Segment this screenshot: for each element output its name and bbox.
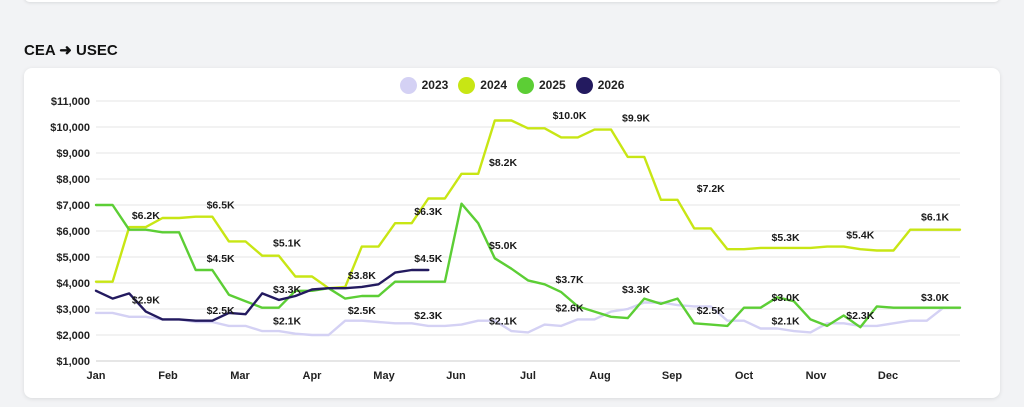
legend-item-2026[interactable]: 2026 <box>575 76 625 94</box>
chart-legend: 2023 2024 2025 2026 <box>24 76 1000 94</box>
data-label: $2.5K <box>697 305 725 317</box>
legend-item-2023[interactable]: 2023 <box>399 76 449 94</box>
legend-label: 2026 <box>597 78 625 92</box>
series-line-2025 <box>94 202 962 329</box>
data-label: $10.0K <box>553 110 587 122</box>
data-label: $4.5K <box>207 253 235 265</box>
legend-label: 2025 <box>539 78 566 92</box>
data-label: $5.4K <box>846 230 874 242</box>
data-label: $2.3K <box>846 310 874 322</box>
previous-card <box>24 0 1000 2</box>
data-label: $3.3K <box>622 284 650 296</box>
data-label: $2.3K <box>414 310 442 322</box>
chart-card: $1,000 $2,000 $3,000 $4,000 $5,000 $6,000 $7,0… <box>24 68 1000 398</box>
legend-swatch <box>458 76 476 94</box>
legend-swatch <box>517 76 534 94</box>
y-tick-label: $4,000 <box>56 278 90 290</box>
data-label: $2.1K <box>273 315 301 327</box>
y-tick-label: $9,000 <box>56 148 90 160</box>
y-tick-label: $3,000 <box>56 304 90 316</box>
x-tick-label: Oct <box>735 370 754 382</box>
x-tick-label: Jul <box>520 370 536 382</box>
data-label: $3.3K <box>273 284 301 296</box>
data-label: $6.3K <box>414 206 442 218</box>
x-tick-label: Jan <box>87 370 106 382</box>
x-tick-label: Jun <box>446 370 466 382</box>
data-label: $3.0K <box>921 292 949 304</box>
line-chart: $1,000 $2,000 $3,000 $4,000 $5,000 $6,000 $7,0… <box>50 96 962 382</box>
y-tick-label: $2,000 <box>56 330 90 342</box>
series-line-2023 <box>94 301 962 337</box>
x-tick-label: Nov <box>806 370 828 382</box>
x-tick-label: Apr <box>303 370 323 382</box>
data-label: $5.0K <box>489 240 517 252</box>
x-tick-label: Mar <box>230 370 250 382</box>
x-tick-label: Aug <box>589 370 610 382</box>
data-label: $2.1K <box>772 315 800 327</box>
series-line-2024 <box>94 119 962 290</box>
data-label: $2.6K <box>556 302 584 314</box>
data-label: $2.1K <box>489 315 517 327</box>
data-label: $7.2K <box>697 183 725 195</box>
y-tick-label: $6,000 <box>56 226 90 238</box>
y-tick-label: $8,000 <box>56 174 90 186</box>
legend-swatch <box>575 76 593 94</box>
data-label: $3.7K <box>556 274 584 286</box>
data-label: $6.1K <box>921 211 949 223</box>
x-tick-label: Dec <box>878 370 898 382</box>
legend-item-2025[interactable]: 2025 <box>517 76 566 94</box>
data-label: $2.9K <box>132 295 160 307</box>
legend-label: 2023 <box>421 78 449 92</box>
y-tick-label: $1,000 <box>56 356 90 368</box>
data-label: $2.5K <box>207 305 235 317</box>
data-label: $6.2K <box>132 210 160 222</box>
data-label: $6.5K <box>207 200 235 212</box>
y-tick-label: $5,000 <box>56 252 90 264</box>
data-label: $4.5K <box>414 253 442 265</box>
x-tick-label: May <box>373 370 395 382</box>
x-tick-label: Sep <box>662 370 682 382</box>
data-label: $5.1K <box>273 237 301 249</box>
data-label: $9.9K <box>622 113 650 125</box>
data-label: $8.2K <box>489 157 517 169</box>
y-tick-label: $10,000 <box>50 122 90 134</box>
page-title: CEA ➜ USEC <box>24 42 118 59</box>
series-line-2026 <box>94 268 430 322</box>
legend-item-2024[interactable]: 2024 <box>458 76 507 94</box>
x-tick-label: Feb <box>158 370 178 382</box>
data-label: $3.0K <box>772 292 800 304</box>
y-tick-label: $11,000 <box>51 96 90 108</box>
y-tick-label: $7,000 <box>56 200 90 212</box>
legend-swatch <box>399 76 417 94</box>
data-label: $2.5K <box>348 305 376 317</box>
data-label: $5.3K <box>772 232 800 244</box>
data-label: $3.8K <box>348 270 376 282</box>
legend-label: 2024 <box>480 78 507 92</box>
